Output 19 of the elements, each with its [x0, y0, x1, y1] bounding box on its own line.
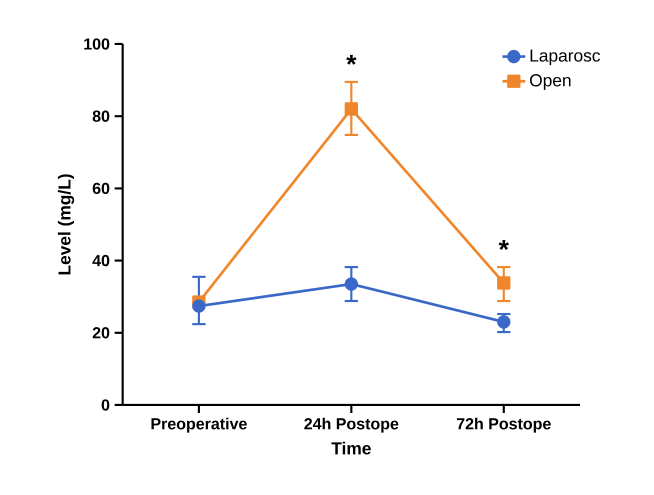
- legend-label: Open: [530, 74, 570, 90]
- y-tick-label: 80: [92, 110, 110, 122]
- point: [192, 299, 206, 313]
- y-tick-label: 40: [92, 254, 110, 266]
- legend-label: Laparosc: [530, 50, 600, 66]
- annotation: *: [346, 54, 356, 65]
- point: [344, 277, 358, 291]
- y-tick-label: 20: [92, 327, 110, 338]
- y-tick-label: 0: [102, 399, 110, 411]
- point: [497, 276, 510, 290]
- y-axis-title: Level (mg/L): [58, 174, 74, 274]
- x-axis-title: Time: [331, 442, 371, 454]
- y-tick-label: 60: [92, 182, 110, 194]
- x-tick-label: Preoperative: [151, 418, 247, 433]
- x-tick-label: 24h Postope: [304, 418, 398, 433]
- point: [344, 102, 358, 116]
- annotation: *: [498, 240, 509, 250]
- x-tick-label: 72h Postope: [456, 418, 551, 433]
- y-tick-label: 100: [84, 38, 110, 50]
